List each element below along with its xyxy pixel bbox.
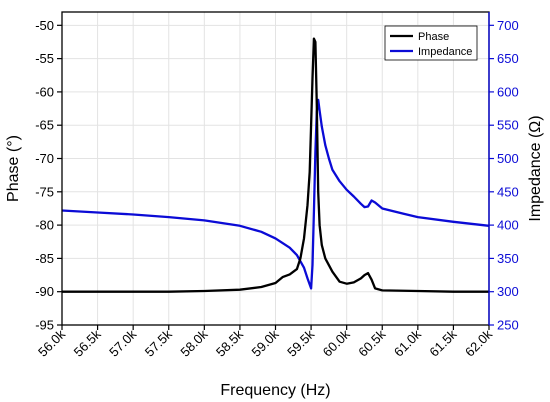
- x-tick-label: 59.0k: [249, 326, 282, 359]
- x-tick-label: 58.0k: [177, 326, 210, 359]
- left-y-axis-title: Phase (°): [5, 135, 22, 202]
- left-y-tick-label: -80: [35, 218, 54, 233]
- x-tick-label: 60.5k: [355, 326, 388, 359]
- right-y-tick-label: 600: [497, 84, 519, 99]
- right-y-axis-title: Impedance (Ω): [527, 115, 544, 221]
- legend-box: [384, 25, 478, 61]
- left-y-tick-label: -60: [35, 84, 54, 99]
- right-y-tick-label: 650: [497, 51, 519, 66]
- right-y-tick-label: 350: [497, 251, 519, 266]
- right-y-tick-label: 550: [497, 118, 519, 133]
- right-y-tick-label: 300: [497, 284, 519, 299]
- right-y-tick-label: 500: [497, 151, 519, 166]
- x-tick-label: 56.5k: [71, 326, 104, 359]
- x-tick-label: 61.5k: [426, 326, 459, 359]
- left-y-tick-label: -65: [35, 118, 54, 133]
- x-tick-label: 58.5k: [213, 326, 246, 359]
- legend-phase-label: Phase: [418, 31, 449, 43]
- impedance-series-line: [61, 98, 490, 290]
- left-y-tick-label: -75: [35, 184, 54, 199]
- phase-series-line: [62, 37, 489, 293]
- x-tick-label: 57.0k: [106, 326, 139, 359]
- left-y-tick-label: -95: [35, 318, 54, 333]
- right-y-tick-label: 450: [497, 184, 519, 199]
- x-tick-label: 62.0k: [462, 326, 495, 359]
- x-tick-label: 60.0k: [320, 326, 353, 359]
- left-y-tick-label: -70: [35, 151, 54, 166]
- x-tick-label: 57.5k: [142, 326, 175, 359]
- left-y-tick-label: -55: [35, 51, 54, 66]
- x-tick-label: 61.0k: [391, 326, 424, 359]
- right-y-tick-label: 700: [497, 18, 519, 33]
- right-y-tick-label: 400: [497, 218, 519, 233]
- right-y-tick-label: 250: [497, 318, 519, 333]
- left-y-tick-label: -50: [35, 18, 54, 33]
- x-tick-label: 59.5k: [284, 326, 317, 359]
- legend: Phase Impedance: [384, 25, 478, 61]
- axes: 56.0k 56.5k 57.0k 57.5k 58.0k 58.5k 59.0k 59.5k…: [35, 12, 519, 360]
- left-y-tick-label: -90: [35, 284, 54, 299]
- left-y-tick-label: -85: [35, 251, 54, 266]
- x-axis-title: Frequency (Hz): [220, 382, 330, 399]
- legend-impedance-label: Impedance: [418, 46, 472, 58]
- series-layer: [61, 37, 490, 293]
